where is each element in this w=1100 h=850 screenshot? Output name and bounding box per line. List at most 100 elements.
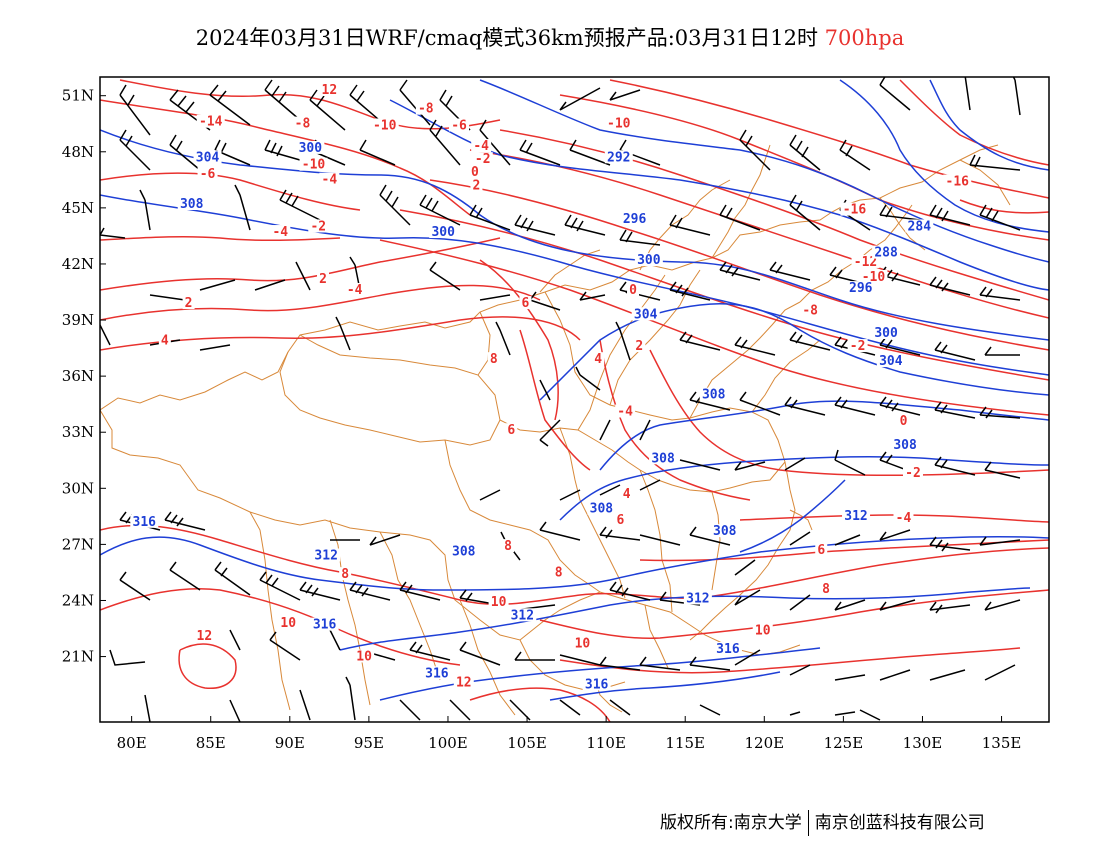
height-label-bg [508, 608, 537, 622]
height-label: 304 [631, 307, 660, 322]
temperature-label: 6 [614, 512, 627, 528]
height-label: 284 [905, 219, 934, 234]
height-label: 308 [449, 544, 478, 560]
height-label-text: 316 [716, 642, 740, 657]
height-label: 316 [422, 666, 451, 681]
company-name: 南京创蓝科技有限公司 [814, 813, 985, 833]
temperature-label-bg [572, 636, 593, 650]
temperature-label-bg [604, 116, 633, 130]
temperature-label: -8 [292, 116, 313, 132]
temperature-label-bg [472, 152, 493, 166]
temperature-label-text: -4 [322, 173, 338, 188]
temperature-label-text: -4 [617, 405, 633, 420]
temperature-label-text: -16 [843, 203, 867, 218]
temperature-label: -10 [299, 157, 328, 173]
height-label-text: 312 [686, 591, 709, 606]
height-label: 308 [699, 387, 728, 403]
height-label-bg [876, 354, 905, 368]
height-label-text: 308 [590, 502, 614, 517]
temperature-label-text: 6 [522, 296, 530, 311]
lon-tick-label: 120E [745, 734, 785, 752]
temperature-label-text: 2 [473, 178, 481, 193]
lon-tick-label: 85E [196, 734, 226, 752]
height-label-text: 300 [299, 141, 323, 156]
temperature-label: -2 [308, 219, 329, 234]
height-label-text: 308 [713, 524, 737, 539]
temperature-label-bg [800, 303, 821, 317]
temperature-label-text: -2 [310, 219, 326, 234]
temperature-label-text: -10 [607, 117, 631, 132]
temperature-label-bg [519, 296, 532, 310]
height-label: 316 [130, 514, 159, 530]
lon-tick-label: 130E [903, 734, 943, 752]
height-label: 316 [713, 641, 742, 657]
temperature-label: 0 [897, 413, 910, 429]
height-label: 292 [604, 150, 633, 165]
height-label: 300 [872, 326, 901, 341]
height-label-bg [683, 591, 712, 605]
height-label-bg [620, 211, 649, 225]
temperature-label-text: -4 [347, 283, 363, 298]
temperature-label-text: 12 [197, 629, 213, 644]
temperature-label-text: -4 [896, 511, 912, 526]
temperature-label-bg [344, 283, 365, 296]
temperature-label-bg [902, 466, 923, 480]
temperature-labels: 12-14 -8-10-6 -4-2-4224-4-10-8-6-4-202-106… [158, 82, 972, 691]
temperature-label-text: -2 [850, 339, 866, 354]
latitude-axis: 51N 48N 45N 42N 39N 36N 33N 30N 27N 24N 21N [62, 87, 106, 666]
temperature-label-bg [468, 165, 481, 179]
height-label-bg [649, 451, 678, 465]
temperature-label-bg [859, 269, 888, 283]
temperature-label-bg [319, 172, 340, 186]
lon-tick-label: 105E [507, 734, 547, 752]
height-label-bg [634, 253, 663, 267]
temperature-label-text: 2 [635, 339, 643, 354]
lon-tick-label: 110E [586, 734, 626, 752]
lat-tick-label: 45N [62, 199, 94, 217]
lat-tick-label: 36N [62, 367, 94, 385]
title-main: 2024年03月31日WRF/cmaq模式36km预报产品:03月31日12时 [195, 26, 818, 50]
temperature-label-text: 6 [616, 513, 624, 528]
temperature-label: -2 [847, 339, 868, 354]
height-label-text: 312 [314, 548, 337, 563]
height-labels: 3043003083002922963003042882842963003043… [130, 140, 934, 692]
temperature-label: 4 [158, 333, 171, 348]
temperature-label: 2 [633, 339, 646, 354]
temperature-label: -4 [319, 172, 340, 188]
height-label-text: 308 [180, 197, 204, 212]
height-label-text: 308 [452, 545, 476, 560]
height-label-text: 300 [637, 253, 661, 268]
height-label: 288 [872, 245, 901, 261]
height-label-bg [429, 225, 458, 239]
temperature-label-bg [471, 139, 492, 153]
height-label-bg [296, 140, 325, 154]
height-label: 316 [582, 677, 611, 692]
temperature-label: 6 [815, 542, 828, 558]
height-label-bg [846, 281, 875, 295]
lat-tick-label: 39N [62, 311, 94, 329]
temperature-label-text: -4 [272, 225, 288, 240]
temperature-label: 8 [487, 352, 500, 367]
temperature-label: -4 [270, 225, 291, 240]
temperature-label-text: 12 [322, 83, 338, 98]
temperature-label: 2 [182, 296, 195, 311]
temperature-label: 8 [339, 567, 352, 582]
temperature-label-bg [819, 582, 832, 596]
lon-tick-label: 115E [665, 734, 705, 752]
height-label-bg [713, 641, 742, 655]
height-label: 308 [891, 438, 920, 453]
lat-tick-label: 21N [62, 648, 94, 666]
height-label-text: 292 [607, 150, 630, 165]
temperature-label: -16 [943, 174, 972, 190]
temperature-label: 6 [519, 296, 532, 311]
plot-frame [99, 76, 1050, 723]
height-label: 300 [634, 253, 663, 268]
height-label-text: 284 [908, 219, 932, 234]
temperature-label: 10 [488, 595, 509, 610]
temperature-label: 12 [453, 675, 474, 691]
height-label-bg [582, 677, 611, 691]
height-label: 308 [587, 501, 616, 517]
temperature-label: -14 [196, 114, 225, 130]
temperature-label-text: 6 [507, 423, 515, 438]
